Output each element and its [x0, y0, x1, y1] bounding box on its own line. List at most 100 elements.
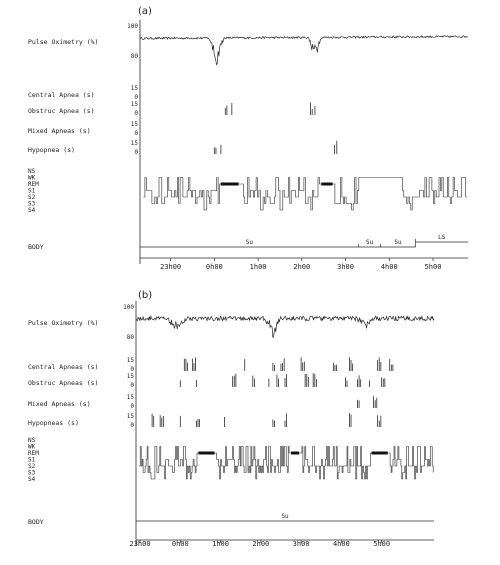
panel-b-hypopneas-label: Hypopneas (s)	[28, 419, 79, 427]
panel-a-mixed-apneas-tick-15: 15	[131, 121, 139, 128]
panel-a-time-tick-label-3h00: 3h00	[337, 263, 354, 271]
panel-a-time-tick-label-1h00: 1h00	[250, 263, 267, 271]
panel-a-stage-label-s1: S1	[28, 188, 36, 195]
panel-b-time-tick-label-0h00: 0h00	[172, 540, 189, 548]
panel-b-time-tick-label-3h00: 3h00	[293, 540, 310, 548]
panel-b-spo2-tick-100: 100	[123, 304, 134, 311]
panel-a-stage-label-s4: S4	[28, 207, 36, 214]
panel-b-hypopneas-event	[377, 415, 382, 427]
panel-a-central-apnea-tick-0: 0	[134, 94, 138, 101]
panel-b-central-apneas-event	[332, 362, 337, 371]
panel-a-obstruc-apnea-label: Obstruc Apnea (s)	[28, 107, 95, 115]
panel-b-body-label: BODY	[28, 518, 44, 526]
panel-b-central-apneas-event	[389, 358, 394, 371]
panel-a-central-apnea-tick-15: 15	[131, 85, 139, 92]
panel-a-hypopnea-tick-0: 0	[134, 149, 138, 156]
panel-b-obstruc-apneas-event	[345, 377, 348, 387]
panel-b-hypopneas-event	[349, 413, 352, 427]
panel-a-obstruc-apnea-event	[310, 102, 313, 115]
panel-a-stage-label-rem: REM	[28, 181, 39, 188]
panel-b-central-apneas-event	[183, 358, 188, 371]
panel-b-mixed-apneas-tick-15: 15	[127, 394, 135, 401]
panel-b-time-tick-label-23h00: 23h00	[129, 540, 150, 548]
panel-a-time-tick-label-0h00: 0h00	[206, 263, 223, 271]
panel-b-hypopneas-event	[272, 419, 275, 427]
panel-b-obstruc-apneas-tick-0: 0	[130, 382, 134, 389]
panel-a-spo2-series	[139, 35, 469, 66]
panel-a-pulse-oximetry-label: Pulse Oximetry (%)	[28, 38, 98, 46]
panel-a-body-segment-label: Su	[366, 239, 374, 246]
panel-a-time-tick-label-2h00: 2h00	[293, 263, 310, 271]
panel-b-hypopneas-event	[196, 419, 201, 427]
panel-a-obstruc-apnea-tick-15: 15	[131, 101, 139, 108]
panel-a-time-tick-label-4h00: 4h00	[381, 263, 398, 271]
panel-b-central-apneas-event	[349, 357, 354, 371]
panel-b-stage-label-rem: REM	[28, 450, 39, 457]
panel-a-stage-label-wk: WK	[28, 175, 36, 182]
panel-a-hypopnea-event	[213, 147, 217, 154]
panel-b-hypopneas-event	[151, 413, 155, 427]
panel-b-obstruc-apneas-event	[312, 373, 317, 387]
panel-a-spo2-tick-100: 100	[127, 23, 138, 30]
panel-a-obstruc-apnea-event	[224, 105, 228, 115]
panel-b-central-apneas-tick-15: 15	[127, 357, 135, 364]
panel-b-mixed-apneas-event	[373, 396, 378, 408]
panel-b-hypopneas-tick-15: 15	[127, 413, 135, 420]
panel-b-central-apneas-tick-0: 0	[130, 366, 134, 373]
panel-a-spo2-tick-80: 80	[131, 53, 139, 60]
panel-a-body-segment-label: Su	[394, 239, 402, 246]
panel-b-stage-label-s2: S2	[28, 463, 36, 470]
panel-b-stage-label-s3: S3	[28, 470, 36, 477]
panel-b-stage-label-s4: S4	[28, 476, 36, 483]
panel-b-stage-label-s1: S1	[28, 457, 36, 464]
panel-b-stage-label-ns: NS	[28, 437, 36, 444]
panel-b-central-apneas-event	[300, 357, 305, 371]
panel-a-hypopnea-tick-15: 15	[131, 140, 139, 147]
panel-b-label: (b)	[138, 290, 152, 301]
panel-a-stage-label-s2: S2	[28, 194, 36, 201]
panel-a-time-tick-label-23h00: 23h00	[160, 263, 181, 271]
panel-a-mixed-apneas-tick-0: 0	[134, 130, 138, 137]
panel-a-hypnogram	[143, 177, 468, 211]
panel-b-obstruc-apneas-event	[252, 375, 255, 387]
panel-b-obstruc-apneas-label: Obstruc Apneas (s)	[28, 379, 98, 387]
panel-b-central-apneas-event	[280, 358, 285, 371]
panel-a-body-segment-label: Su	[246, 239, 254, 246]
panel-b-time-tick-label-2h00: 2h00	[252, 540, 269, 548]
panel-b-time-tick-label-4h00: 4h00	[333, 540, 350, 548]
panel-b-time-tick-label-1h00: 1h00	[212, 540, 229, 548]
panel-b-hypnogram	[139, 446, 434, 480]
panel-b-central-apneas-event	[377, 357, 382, 371]
panel-b-obstruc-apneas-event	[284, 374, 288, 387]
panel-b-central-apneas-event	[272, 362, 275, 371]
panel-b-pulse-oximetry-label: Pulse Oximetry (%)	[28, 319, 98, 327]
panel-b-central-apneas-label: Central Apneas (s)	[28, 363, 98, 371]
panel-b-obstruc-apneas-tick-15: 15	[127, 373, 135, 380]
panel-b-mixed-apneas-tick-0: 0	[130, 403, 134, 410]
panel-a-label: (a)	[138, 6, 152, 17]
panel-b-spo2-tick-80: 80	[127, 334, 135, 341]
panel-b-hypopneas-event	[284, 413, 288, 427]
panel-b-obstruc-apneas-event	[232, 373, 237, 387]
panel-a-obstruc-apnea-tick-0: 0	[134, 110, 138, 117]
panel-b-mixed-apneas-label: Mixed Apneas (s)	[28, 400, 91, 408]
panel-b-central-apneas-event	[191, 357, 196, 371]
panel-b-spo2-series	[135, 315, 435, 339]
panel-a-stage-label-s3: S3	[28, 201, 36, 208]
panel-b-obstruc-apneas-event	[357, 375, 362, 387]
panel-b-hypopneas-tick-0: 0	[130, 422, 134, 429]
panel-b-mixed-apneas-event	[357, 399, 360, 408]
panel-a-mixed-apneas-label: Mixed Apneas (s)	[28, 127, 91, 135]
panel-b-stage-label-wk: WK	[28, 444, 36, 451]
panel-b-hypopneas-event	[159, 415, 164, 427]
panel-a-body-label: BODY	[28, 243, 44, 251]
panel-b-obstruc-apneas-event	[381, 377, 386, 387]
panel-a-body-segment-label: LS	[438, 234, 446, 241]
panel-b: (b) Pulse Oximetry (%) 100 80 Central Apneas…	[28, 290, 435, 548]
panel-a-hypopnea-label: Hypopnea (s)	[28, 146, 75, 154]
panel-a: (a) Pulse Oximetry (%) 100 80 Central Apnea …	[28, 6, 469, 271]
panel-a-central-apnea-label: Central Apnea (s)	[28, 91, 95, 99]
panel-a-stage-label-ns: NS	[28, 168, 36, 175]
panel-b-obstruc-apneas-event	[304, 373, 309, 387]
